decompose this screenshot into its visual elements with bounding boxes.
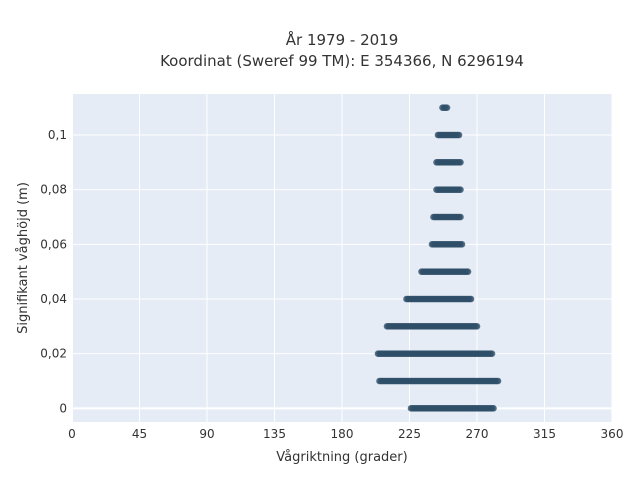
- x-tick-label: 315: [533, 427, 556, 441]
- x-tick-label: 0: [68, 427, 76, 441]
- y-axis-ticks: 0 0,02 0,04 0,06 0,08 0,1: [40, 128, 67, 415]
- x-tick-label: 225: [398, 427, 421, 441]
- data-point: [467, 295, 475, 303]
- y-tick-label: 0,1: [48, 128, 67, 142]
- x-axis-title: Vågriktning (grader): [276, 450, 407, 465]
- y-tick-label: 0,04: [40, 292, 67, 306]
- data-point: [488, 350, 496, 357]
- data-point: [455, 131, 463, 139]
- data-point: [458, 241, 466, 248]
- y-tick-label: 0: [59, 401, 67, 415]
- x-tick-label: 180: [331, 427, 354, 441]
- x-tick-label: 90: [199, 427, 214, 441]
- data-point: [464, 268, 472, 275]
- data-point: [457, 213, 464, 221]
- data-point: [490, 405, 497, 412]
- data-point: [494, 377, 502, 385]
- data-point: [473, 323, 481, 330]
- x-tick-label: 270: [466, 427, 489, 441]
- y-tick-label: 0,06: [40, 237, 67, 251]
- y-tick-label: 0,08: [40, 183, 67, 197]
- chart-title-line1: År 1979 - 2019: [286, 30, 399, 49]
- x-tick-label: 360: [601, 427, 624, 441]
- data-point: [443, 104, 451, 111]
- x-tick-label: 45: [132, 427, 147, 441]
- x-tick-label: 135: [263, 427, 286, 441]
- data-points: [374, 104, 502, 412]
- data-point: [457, 159, 464, 166]
- chart-title-line2: Koordinat (Sweref 99 TM): E 354366, N 62…: [160, 52, 524, 70]
- y-axis-title: Signifikant våghöjd (m): [16, 182, 31, 334]
- x-axis-ticks: 0 45 90 135 180 225 270 315 360: [68, 427, 623, 441]
- data-point: [457, 186, 464, 193]
- y-tick-label: 0,02: [40, 347, 67, 361]
- grid: [71, 94, 613, 422]
